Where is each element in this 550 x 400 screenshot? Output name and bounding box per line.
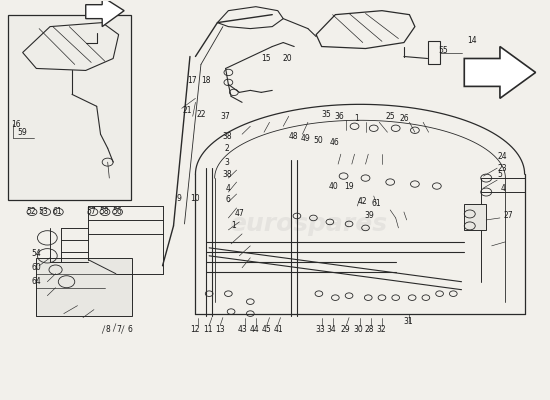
Text: 44: 44 [249, 325, 259, 334]
Text: 54: 54 [31, 249, 41, 258]
Text: 16: 16 [11, 120, 21, 129]
Text: 15: 15 [261, 54, 271, 63]
Text: 19: 19 [344, 182, 354, 190]
Text: 10: 10 [191, 194, 200, 202]
Text: 50: 50 [314, 136, 323, 145]
Text: 29: 29 [340, 325, 350, 334]
Text: 43: 43 [237, 325, 247, 334]
Text: 23: 23 [498, 164, 508, 173]
Polygon shape [86, 0, 124, 27]
Text: 64: 64 [31, 277, 41, 286]
Text: 4: 4 [226, 184, 231, 192]
Text: 8: 8 [105, 325, 110, 334]
Text: 55: 55 [438, 46, 448, 55]
Text: 40: 40 [329, 182, 339, 190]
Text: 60: 60 [31, 263, 41, 272]
Text: 3: 3 [225, 158, 230, 167]
Text: 32: 32 [376, 325, 386, 334]
Text: 9: 9 [177, 194, 182, 202]
Text: 36: 36 [335, 112, 345, 121]
Text: 11: 11 [203, 325, 212, 334]
Text: 14: 14 [468, 36, 477, 45]
Text: 30: 30 [354, 325, 363, 334]
Text: 26: 26 [399, 114, 409, 123]
Text: 49: 49 [301, 134, 311, 143]
Text: 46: 46 [329, 138, 339, 147]
Text: eurospares: eurospares [229, 212, 387, 236]
Text: 47: 47 [234, 210, 244, 218]
Text: 41: 41 [273, 325, 283, 334]
Text: 18: 18 [202, 76, 211, 85]
Text: 13: 13 [215, 325, 224, 334]
Text: 34: 34 [327, 325, 337, 334]
Text: 33: 33 [315, 325, 325, 334]
Text: 27: 27 [503, 212, 513, 220]
Text: 52: 52 [26, 208, 36, 216]
Text: 24: 24 [498, 152, 508, 161]
Text: 37: 37 [221, 112, 230, 121]
Text: 6: 6 [127, 325, 132, 334]
Text: 7: 7 [116, 325, 121, 334]
Text: 2: 2 [225, 144, 230, 153]
FancyBboxPatch shape [8, 15, 131, 200]
Text: 35: 35 [321, 110, 331, 119]
Text: 57: 57 [86, 208, 96, 216]
Text: 31: 31 [403, 317, 412, 326]
Text: 59: 59 [18, 128, 28, 137]
Text: 53: 53 [39, 208, 48, 216]
Text: 17: 17 [188, 76, 197, 85]
FancyBboxPatch shape [427, 40, 439, 64]
Text: 28: 28 [365, 325, 374, 334]
Text: 4: 4 [500, 184, 505, 192]
Text: 21: 21 [183, 106, 192, 115]
Text: 61: 61 [52, 208, 62, 216]
FancyBboxPatch shape [36, 258, 133, 316]
Text: 25: 25 [386, 112, 395, 121]
Text: 38: 38 [222, 132, 232, 141]
Text: 1: 1 [232, 222, 236, 230]
FancyBboxPatch shape [464, 204, 486, 230]
Text: 38: 38 [222, 170, 232, 178]
Polygon shape [464, 46, 536, 98]
Text: 1: 1 [354, 114, 359, 123]
Text: 12: 12 [191, 325, 200, 334]
Text: 61: 61 [372, 200, 381, 208]
Text: 20: 20 [282, 54, 292, 63]
Text: 48: 48 [288, 132, 298, 141]
Text: 5: 5 [498, 170, 502, 178]
Text: 42: 42 [358, 198, 367, 206]
Text: 6: 6 [226, 196, 231, 204]
Text: 56: 56 [112, 208, 122, 216]
Text: 39: 39 [365, 212, 374, 220]
Text: 45: 45 [261, 325, 271, 334]
Text: 22: 22 [196, 110, 206, 119]
Text: 58: 58 [99, 208, 109, 216]
